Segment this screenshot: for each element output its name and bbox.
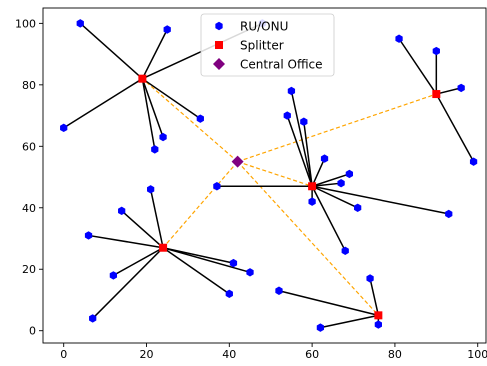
ru-onu-point-3 xyxy=(60,123,68,133)
y-tick-label-0: 0 xyxy=(29,325,36,338)
legend-box xyxy=(200,13,335,77)
ru-onu-point-1 xyxy=(163,25,171,34)
distribution-link-23 xyxy=(121,210,164,249)
feeder-link-0 xyxy=(141,78,238,163)
distribution-link-0 xyxy=(79,22,143,80)
distribution-link-29 xyxy=(162,247,230,295)
splitter-point-3 xyxy=(159,243,168,252)
ru-onu-point-12 xyxy=(337,178,345,188)
distribution-link-18 xyxy=(398,38,437,95)
axes-frame xyxy=(42,7,487,344)
x-tick-label-40: 40 xyxy=(222,348,236,361)
y-tick-label-20: 20 xyxy=(22,263,36,276)
ru-onu-point-16 xyxy=(445,209,453,219)
distribution-link-25 xyxy=(113,247,164,277)
distribution-link-11 xyxy=(311,173,350,187)
feeder-link-1 xyxy=(237,161,313,187)
distribution-link-3 xyxy=(63,78,143,129)
x-tick-label-0: 0 xyxy=(60,348,67,361)
ru-onu-point-28 xyxy=(246,268,254,277)
plot-area xyxy=(60,19,478,332)
ru-onu-point-23 xyxy=(118,206,126,216)
legend-label-0: RU/ONU xyxy=(240,20,288,34)
ru-onu-point-20 xyxy=(457,83,465,93)
ru-onu-point-19 xyxy=(432,46,440,56)
distribution-link-21 xyxy=(435,93,475,163)
distribution-link-16 xyxy=(311,185,449,215)
ru-onu-point-0 xyxy=(76,19,84,28)
legend-label-1: Splitter xyxy=(240,39,284,53)
distribution-link-28 xyxy=(162,247,251,274)
distribution-link-15 xyxy=(311,185,358,209)
feeder-link-2 xyxy=(237,93,437,163)
splitter-point-0 xyxy=(138,74,147,83)
distribution-link-17 xyxy=(311,185,346,252)
ru-onu-point-14 xyxy=(308,197,316,206)
x-tick-label-100: 100 xyxy=(467,348,487,361)
x-tick-label-80: 80 xyxy=(388,348,402,361)
y-tick-label-100: 100 xyxy=(15,17,36,30)
y-tick-label-60: 60 xyxy=(22,140,36,153)
legend: RU/ONU Splitter Central Office xyxy=(200,13,335,77)
ru-onu-point-4 xyxy=(196,114,204,123)
distribution-link-9 xyxy=(303,121,313,187)
feeder-link-4 xyxy=(237,161,379,316)
splitter-point-4 xyxy=(374,311,383,320)
distribution-link-24 xyxy=(88,234,164,249)
distribution-link-22 xyxy=(149,189,164,248)
ru-onu-point-30 xyxy=(275,286,283,295)
ru-onu-point-29 xyxy=(225,289,233,299)
ru-onu-point-7 xyxy=(287,86,296,96)
splitter-point-1 xyxy=(308,182,317,191)
x-tick-label-20: 20 xyxy=(140,348,154,361)
distribution-link-8 xyxy=(286,115,313,187)
distribution-link-30 xyxy=(278,290,379,317)
y-tick-label-80: 80 xyxy=(22,79,36,92)
ru-onu-point-18 xyxy=(395,34,403,43)
distribution-link-4 xyxy=(141,78,201,120)
ru-onu-point-33 xyxy=(374,320,382,329)
ru-onu-point-8 xyxy=(283,111,291,120)
axes: 0 20 40 60 80 100 0 20 40 60 80 100 xyxy=(15,7,487,361)
feeder-link-3 xyxy=(162,161,239,249)
central-office-point xyxy=(231,155,244,168)
splitter-point-2 xyxy=(432,90,441,99)
ru-onu-point-31 xyxy=(366,274,374,283)
ru-onu-point-10 xyxy=(320,154,329,163)
ru-onu-point-11 xyxy=(345,169,354,179)
ru-onu-point-15 xyxy=(354,203,362,212)
distribution-link-7 xyxy=(290,90,313,187)
y-tick-label-40: 40 xyxy=(22,202,36,215)
legend-label-2: Central Office xyxy=(240,58,323,72)
distribution-link-12 xyxy=(312,182,342,188)
ru-onu-point-21 xyxy=(469,157,478,166)
ru-onu-point-24 xyxy=(84,231,93,240)
distribution-link-5 xyxy=(141,78,164,138)
x-tick-label-60: 60 xyxy=(305,348,319,361)
legend-marker-central-office xyxy=(213,58,225,70)
ru-onu-point-5 xyxy=(159,132,167,142)
ru-onu-point-32 xyxy=(316,323,325,332)
legend-marker-ru-onu xyxy=(215,21,223,31)
ru-onu-point-26 xyxy=(89,314,97,323)
distribution-link-10 xyxy=(311,158,326,187)
ru-onu-point-6 xyxy=(151,145,159,154)
ru-onu-point-17 xyxy=(341,246,349,255)
distribution-link-6 xyxy=(141,78,156,150)
ru-onu-point-22 xyxy=(147,185,155,194)
distribution-link-26 xyxy=(92,247,164,319)
legend-marker-splitter xyxy=(215,41,223,49)
ru-onu-point-25 xyxy=(109,271,118,280)
distribution-link-1 xyxy=(141,29,168,80)
ru-onu-point-13 xyxy=(213,182,221,191)
distribution-link-20 xyxy=(436,87,462,95)
ru-onu-point-27 xyxy=(229,258,238,268)
distribution-link-32 xyxy=(320,314,379,329)
distribution-link-31 xyxy=(369,278,380,316)
ru-onu-point-9 xyxy=(300,117,308,126)
